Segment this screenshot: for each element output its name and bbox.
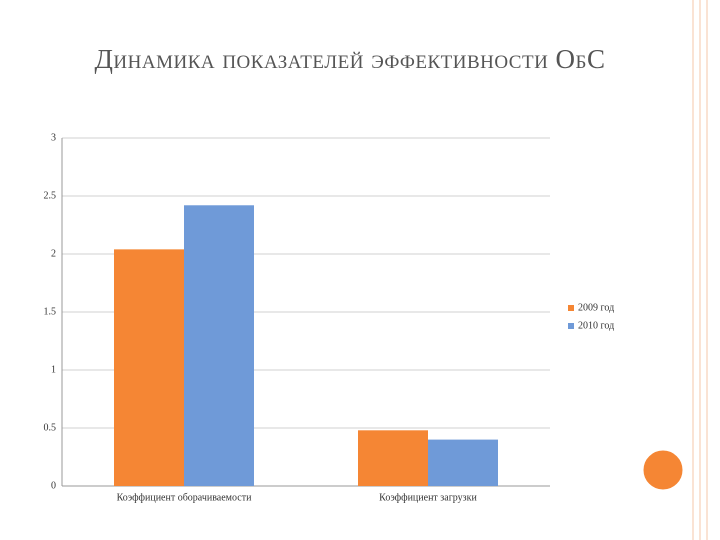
decor-circle <box>640 447 686 493</box>
x-tick-label: Коэффициент загрузки <box>379 492 477 503</box>
legend-swatch <box>568 305 574 311</box>
y-tick-label: 1.5 <box>44 306 57 317</box>
x-tick-label: Коэффициент оборачиваемости <box>117 492 253 503</box>
legend-swatch <box>568 323 574 329</box>
chart-title: Динамика показателей эффективности ОбС <box>94 44 606 74</box>
legend-label: 2010 год <box>578 320 614 331</box>
y-tick-label: 0.5 <box>44 422 57 433</box>
y-tick-label: 3 <box>51 132 56 143</box>
y-tick-label: 1 <box>51 364 56 375</box>
bar <box>358 430 428 486</box>
y-tick-label: 2.5 <box>44 190 57 201</box>
bar <box>428 439 498 486</box>
y-tick-label: 0 <box>51 480 56 491</box>
y-tick-label: 2 <box>51 248 56 259</box>
legend-label: 2009 год <box>578 302 614 313</box>
bar <box>114 249 184 486</box>
bar <box>184 205 254 486</box>
